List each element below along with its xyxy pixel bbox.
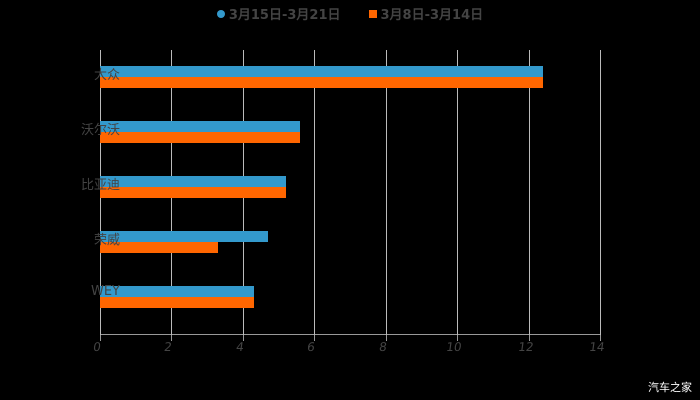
bar-week2[interactable] (100, 286, 254, 297)
watermark: 汽车之家 (648, 381, 692, 394)
x-tick-label: 2 (163, 340, 174, 354)
bar-week2[interactable] (100, 121, 300, 132)
legend-dot-icon (216, 9, 225, 18)
bar-week1[interactable] (100, 187, 286, 198)
category-label: 比亚迪 (80, 178, 120, 193)
legend-label: 3月15日-3月21日 (228, 8, 341, 23)
bar-week2[interactable] (100, 231, 268, 242)
category-label: 沃尔沃 (80, 123, 120, 138)
x-tick-label: 0 (92, 340, 102, 354)
bar-week1[interactable] (100, 297, 254, 308)
category-label: 荣威 (93, 233, 120, 248)
x-tick-label: 12 (516, 340, 535, 354)
bar-week1[interactable] (100, 242, 218, 253)
x-tick-label: 6 (306, 340, 317, 354)
legend-item-week2[interactable]: 3月15日-3月21日 (216, 4, 341, 23)
plot-area: 0 2 4 6 8 10 12 14 (92, 50, 606, 354)
gridline (385, 50, 387, 335)
x-tick (171, 335, 173, 341)
category-label: 大众 (93, 68, 120, 83)
gridline (600, 50, 601, 335)
gridline (528, 50, 530, 335)
legend-label: 3月8日-3月14日 (380, 8, 484, 23)
bar-week2[interactable] (100, 176, 286, 187)
x-tick (100, 335, 101, 341)
x-tick-label: 8 (377, 340, 388, 354)
bar-week1[interactable] (100, 132, 300, 143)
x-tick (600, 335, 601, 341)
x-tick-label: 10 (445, 340, 463, 354)
bar-week1[interactable] (100, 77, 543, 88)
legend-item-week1[interactable]: 3月8日-3月14日 (368, 4, 484, 23)
category-label: WEY (90, 284, 120, 299)
x-axis-line (100, 334, 600, 335)
bar-week2[interactable] (100, 66, 543, 77)
gridline (457, 50, 459, 335)
x-tick (528, 335, 530, 341)
gridline (314, 50, 316, 335)
x-tick (242, 335, 244, 341)
x-tick (385, 335, 387, 341)
legend-square-icon (368, 9, 377, 18)
chart-legend: 3月15日-3月21日 3月8日-3月14日 (0, 4, 700, 23)
x-tick (314, 335, 316, 341)
x-tick-label: 4 (235, 340, 245, 354)
x-tick-label: 14 (588, 340, 606, 354)
x-tick (457, 335, 459, 341)
